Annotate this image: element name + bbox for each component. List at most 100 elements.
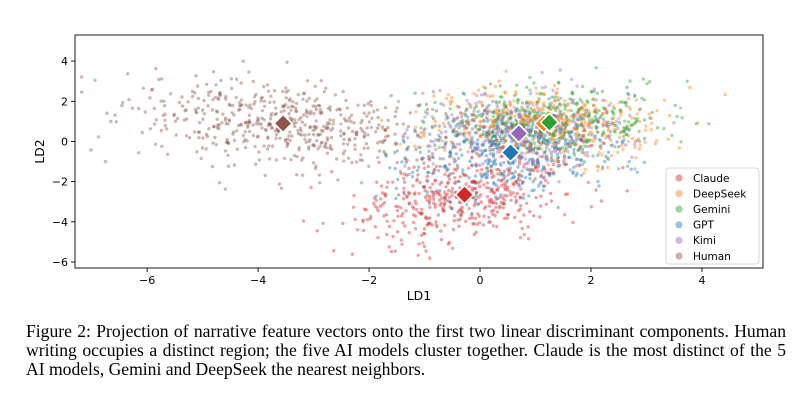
scatter-point-claude xyxy=(472,232,476,237)
scatter-point-deepseek xyxy=(386,134,390,138)
scatter-point-gemini xyxy=(594,124,598,129)
scatter-point-kimi xyxy=(678,106,683,110)
scatter-point-gpt xyxy=(410,175,415,179)
scatter-point-gpt xyxy=(572,147,576,152)
scatter-point-gemini xyxy=(576,110,580,114)
scatter-point-human xyxy=(197,121,202,125)
scatter-point-kimi xyxy=(580,100,584,104)
scatter-point-claude xyxy=(474,191,479,195)
scatter-point-gpt xyxy=(587,114,591,118)
scatter-point-claude xyxy=(518,178,522,182)
scatter-point-human xyxy=(247,129,252,134)
scatter-point-human xyxy=(246,123,250,128)
scatter-point-human xyxy=(252,102,256,106)
scatter-point-claude xyxy=(484,204,488,209)
scatter-point-claude xyxy=(399,171,403,176)
scatter-point-gpt xyxy=(539,175,543,179)
scatter-point-gpt xyxy=(508,162,512,166)
scatter-point-kimi xyxy=(570,97,574,102)
scatter-point-kimi xyxy=(459,114,464,119)
scatter-point-human xyxy=(376,115,380,120)
scatter-point-human xyxy=(286,142,290,146)
scatter-point-deepseek xyxy=(414,125,418,129)
scatter-point-human xyxy=(298,132,302,137)
scatter-point-human xyxy=(79,75,84,79)
scatter-point-human xyxy=(245,139,249,143)
scatter-point-claude xyxy=(513,195,517,199)
scatter-point-gemini xyxy=(480,104,485,108)
scatter-point-human xyxy=(242,140,246,144)
scatter-point-claude xyxy=(531,168,535,172)
scatter-point-human xyxy=(217,127,221,131)
scatter-point-claude xyxy=(396,193,401,197)
scatter-point-claude xyxy=(501,202,505,206)
scatter-point-gemini xyxy=(558,102,562,107)
scatter-point-deepseek xyxy=(617,116,621,121)
scatter-point-deepseek xyxy=(487,109,491,113)
scatter-point-deepseek xyxy=(558,137,562,141)
scatter-point-human xyxy=(334,157,339,161)
scatter-point-deepseek xyxy=(569,101,574,105)
scatter-point-human xyxy=(207,93,211,98)
scatter-point-deepseek xyxy=(536,106,540,111)
scatter-point-claude xyxy=(517,159,522,163)
scatter-point-kimi xyxy=(517,115,521,119)
scatter-point-claude xyxy=(411,213,416,217)
scatter-point-gpt xyxy=(617,145,621,149)
scatter-point-gemini xyxy=(515,98,520,102)
scatter-point-human xyxy=(200,146,205,150)
scatter-point-kimi xyxy=(570,141,575,145)
scatter-point-gemini xyxy=(624,132,629,136)
scatter-point-gemini xyxy=(609,129,613,134)
scatter-point-human xyxy=(299,128,303,133)
scatter-point-gpt xyxy=(483,148,487,153)
scatter-point-gemini xyxy=(621,134,626,139)
scatter-point-kimi xyxy=(524,118,529,122)
scatter-point-human xyxy=(341,142,346,146)
scatter-point-claude xyxy=(442,201,447,206)
scatter-point-gpt xyxy=(474,164,479,168)
scatter-point-claude xyxy=(474,197,478,201)
scatter-point-kimi xyxy=(577,164,582,168)
scatter-point-gemini xyxy=(502,122,506,127)
scatter-point-gpt xyxy=(489,144,493,148)
scatter-point-claude xyxy=(491,201,495,205)
scatter-point-human xyxy=(223,149,228,153)
scatter-point-kimi xyxy=(509,111,513,115)
scatter-point-gpt xyxy=(542,150,546,154)
scatter-point-gpt xyxy=(547,174,552,178)
scatter-point-gemini xyxy=(553,128,557,133)
scatter-point-gemini xyxy=(525,101,529,105)
scatter-point-deepseek xyxy=(566,144,571,148)
scatter-point-claude xyxy=(497,206,502,210)
scatter-point-gpt xyxy=(474,151,479,155)
scatter-point-gpt xyxy=(398,169,403,174)
scatter-point-kimi xyxy=(491,119,496,123)
scatter-point-human xyxy=(195,84,200,88)
scatter-point-kimi xyxy=(630,155,634,159)
scatter-point-kimi xyxy=(535,103,539,108)
scatter-point-human xyxy=(136,151,141,155)
scatter-point-human xyxy=(226,164,231,168)
scatter-point-gemini xyxy=(707,122,711,126)
scatter-point-claude xyxy=(474,191,478,195)
scatter-point-claude xyxy=(519,203,523,208)
scatter-point-claude xyxy=(452,214,457,218)
scatter-point-human xyxy=(369,103,373,108)
scatter-point-gemini xyxy=(451,142,455,146)
scatter-point-deepseek xyxy=(628,124,632,128)
scatter-point-claude xyxy=(419,211,423,216)
scatter-point-gpt xyxy=(451,144,456,148)
scatter-point-human xyxy=(353,143,357,147)
scatter-point-kimi xyxy=(569,77,574,82)
scatter-point-gemini xyxy=(648,80,652,84)
scatter-point-claude xyxy=(442,196,447,200)
scatter-point-kimi xyxy=(614,119,619,123)
y-axis-label: LD2 xyxy=(32,139,47,164)
scatter-point-claude xyxy=(450,186,455,191)
scatter-point-gemini xyxy=(544,146,549,150)
scatter-point-claude xyxy=(391,234,395,239)
scatter-point-claude xyxy=(439,237,444,242)
scatter-point-gemini xyxy=(463,113,468,117)
scatter-point-claude xyxy=(447,240,452,245)
